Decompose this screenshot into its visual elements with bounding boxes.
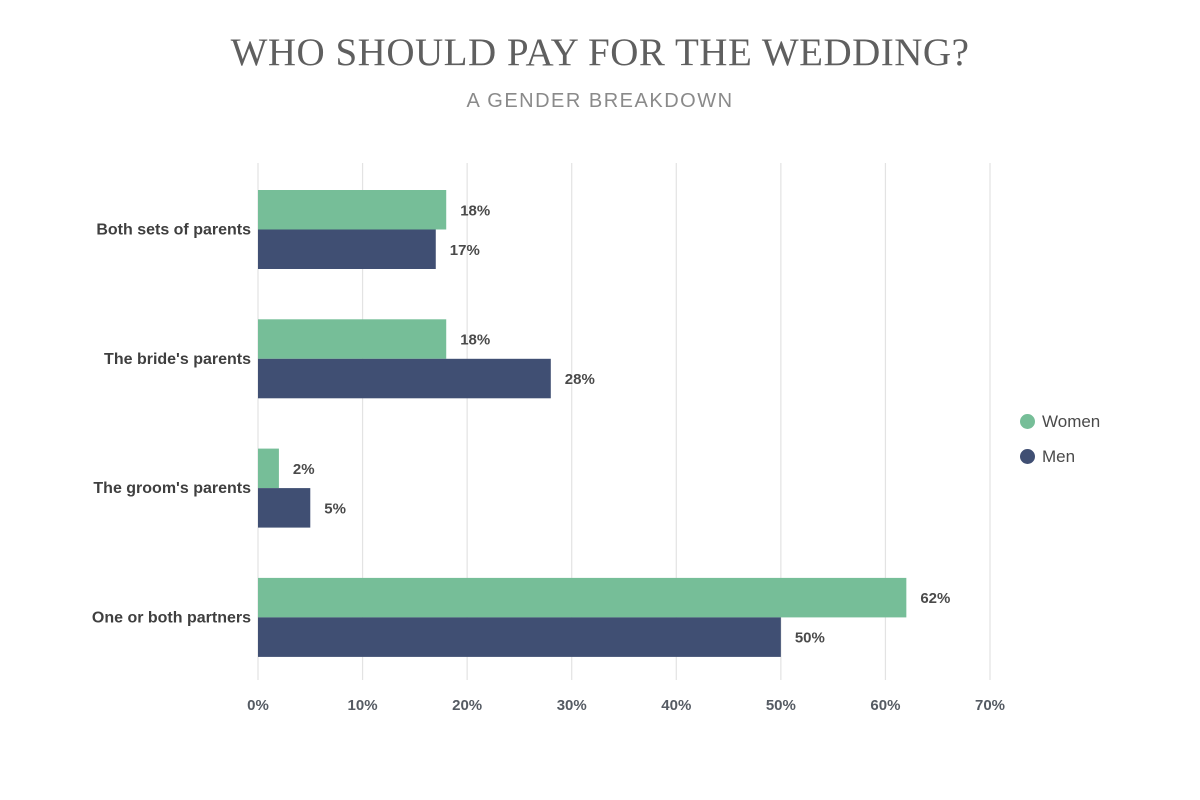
data-label: 2%	[293, 461, 315, 478]
bar-women	[258, 448, 279, 489]
x-tick-label: 10%	[348, 697, 378, 714]
chart-title: WHO SHOULD PAY FOR THE WEDDING?	[230, 31, 970, 74]
category-label: The groom's parents	[93, 480, 251, 497]
legend-label-women: Women	[1042, 411, 1101, 431]
bar-women	[258, 319, 447, 359]
bar-men	[258, 358, 551, 399]
category-label: The bride's parents	[104, 351, 251, 368]
legend-swatch-women	[1020, 414, 1035, 429]
x-tick-label: 60%	[870, 697, 900, 714]
bar-men	[258, 229, 436, 269]
x-tick-label: 50%	[766, 697, 796, 714]
data-label: 62%	[920, 590, 950, 607]
legend-label-men: Men	[1042, 446, 1076, 466]
data-label: 18%	[460, 202, 490, 219]
category-label: Both sets of parents	[96, 222, 251, 239]
bar-women	[258, 577, 907, 618]
data-label: 18%	[460, 332, 490, 349]
x-tick-label: 0%	[247, 697, 269, 714]
data-label: 5%	[324, 500, 346, 517]
chart-subtitle: A GENDER BREAKDOWN	[466, 90, 734, 112]
data-label: 28%	[565, 371, 595, 388]
legend-item-men: Men	[1020, 439, 1100, 474]
bar-women	[258, 190, 447, 230]
legend-swatch-men	[1020, 449, 1035, 464]
legend-item-women: Women	[1020, 404, 1100, 439]
x-tick-label: 30%	[557, 697, 587, 714]
x-tick-label: 70%	[975, 697, 1005, 714]
bar-men	[258, 488, 311, 528]
category-label: One or both partners	[92, 609, 251, 626]
bar-men	[258, 617, 781, 657]
data-label: 50%	[795, 630, 825, 647]
data-label: 17%	[450, 242, 480, 259]
x-tick-label: 20%	[452, 697, 482, 714]
chart-legend: Women Men	[1020, 404, 1100, 474]
x-tick-label: 40%	[661, 697, 691, 714]
